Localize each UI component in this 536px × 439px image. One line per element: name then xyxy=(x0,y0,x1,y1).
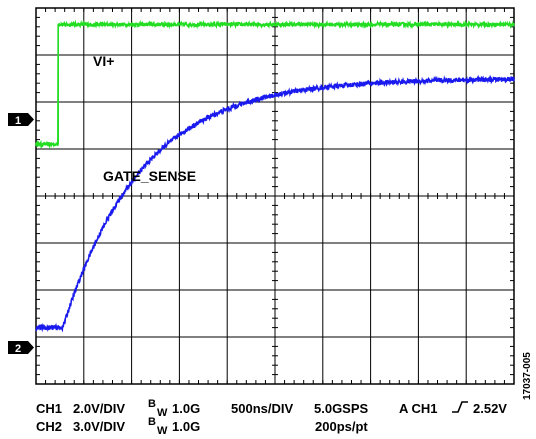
ch1-scale: 2.0V/DIV xyxy=(73,401,125,416)
ch1-bw-sub: W xyxy=(157,407,168,419)
plot-frame xyxy=(35,7,515,385)
plot-grid xyxy=(35,7,515,385)
ch2-trace-label: GATE_SENSE xyxy=(103,168,196,184)
rising-edge-trigger-icon xyxy=(452,401,468,413)
ch2-marker: 2 xyxy=(8,341,34,355)
ch1-marker: 1 xyxy=(8,113,34,127)
figure-id: 17037-005 xyxy=(522,352,533,400)
ch2-trace-gate-sense xyxy=(35,74,515,333)
trigger-level: 2.52V xyxy=(473,401,507,416)
ch2-marker-label: 2 xyxy=(15,343,21,355)
trace-layer xyxy=(35,19,515,333)
resolution: 200ps/pt xyxy=(315,419,368,434)
ch2-bw-value: 1.0G xyxy=(172,419,200,434)
trigger-source: A CH1 xyxy=(399,401,438,416)
ch2-footer-label: CH2 xyxy=(36,419,62,434)
ch1-bw-b: B xyxy=(148,398,156,410)
ch1-footer-label: CH1 xyxy=(36,401,62,416)
ch1-bw-value: 1.0G xyxy=(172,401,200,416)
sample-rate: 5.0GSPS xyxy=(314,401,369,416)
ch2-scale: 3.0V/DIV xyxy=(73,419,125,434)
ch2-bw-b: B xyxy=(148,416,156,428)
ch2-bw-sub: W xyxy=(157,425,168,437)
timebase: 500ns/DIV xyxy=(231,401,293,416)
ch1-trace-label: VI+ xyxy=(93,53,114,69)
ch1-trace-vi-plus xyxy=(35,19,515,149)
ch1-marker-label: 1 xyxy=(15,115,21,127)
